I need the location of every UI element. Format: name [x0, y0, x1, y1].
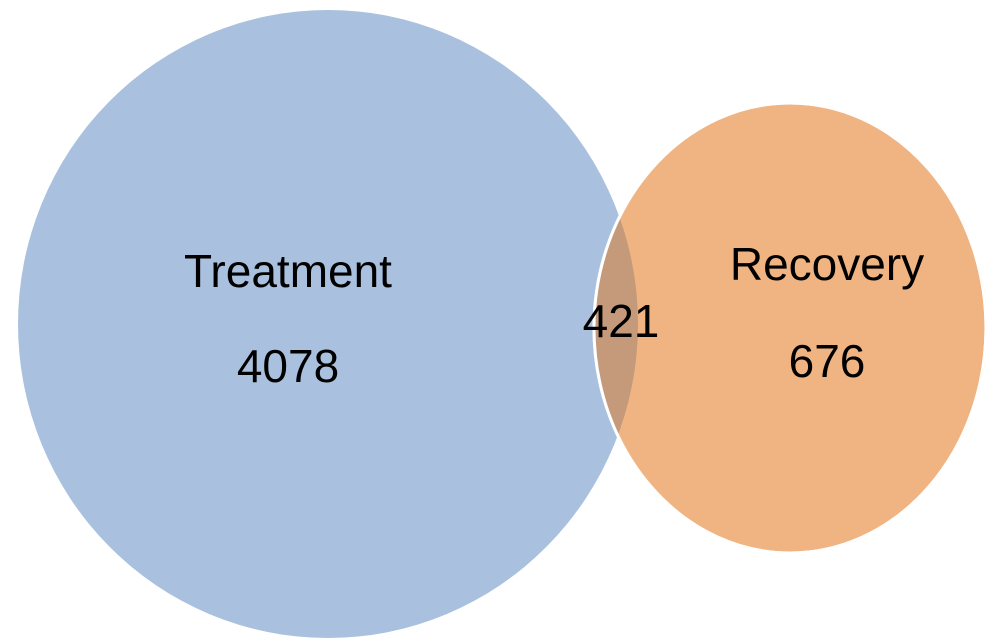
set-value: 676 [789, 335, 866, 387]
set-outline [592, 101, 986, 555]
intersection-value: 421 [583, 295, 660, 347]
set-value: 4078 [237, 340, 339, 392]
set-label: Treatment [184, 245, 392, 297]
set-circle [18, 10, 638, 638]
set-label: Recovery [730, 238, 924, 290]
